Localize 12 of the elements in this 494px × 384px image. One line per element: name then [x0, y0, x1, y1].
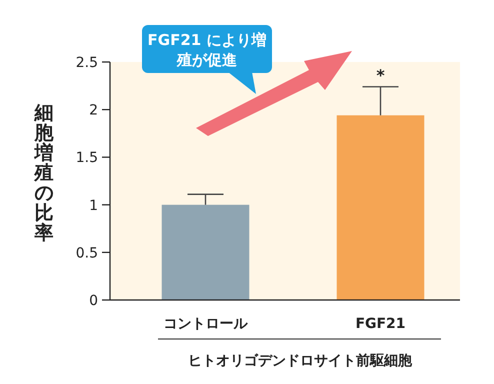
x-axis-title: ヒトオリゴデンドロサイト前駆細胞 — [188, 353, 413, 369]
x-tick-label: FGF21 — [355, 316, 406, 332]
y-tick-label: 1.5 — [76, 150, 98, 166]
y-axis-title: 細胞増殖の比率 — [34, 102, 54, 244]
y-tick-label: 1 — [89, 198, 98, 214]
annotation: * — [376, 66, 386, 85]
x-tick-label: コントロール — [164, 316, 248, 332]
y-tick-label: 2.5 — [76, 55, 98, 71]
annotation: FGF21 により増殖が促進 — [148, 31, 266, 69]
y-tick-label: 0.5 — [76, 245, 98, 262]
y-tick-label: 2 — [89, 102, 98, 119]
y-tick-label: 0 — [89, 293, 98, 309]
